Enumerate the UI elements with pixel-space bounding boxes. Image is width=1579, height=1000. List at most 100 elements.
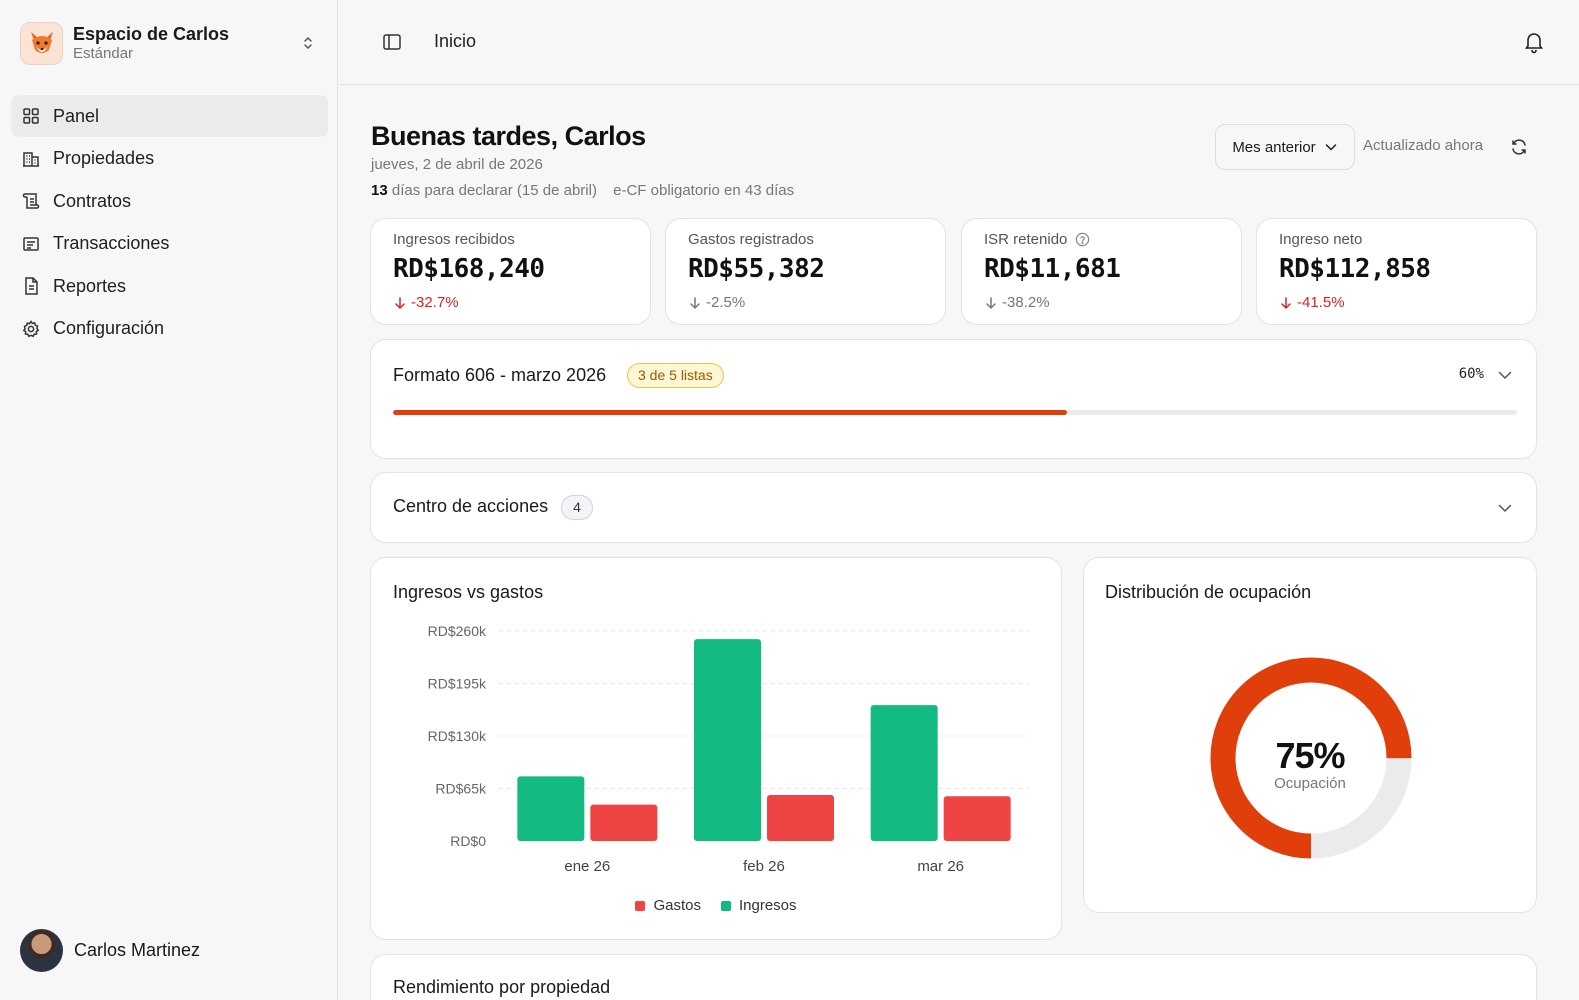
bar-chart: RD$0 RD$65k RD$130k RD$195k RD$260k ene 26 feb… [428,623,1029,875]
arrow-down-icon [690,296,700,309]
sidebar-item-configuracion[interactable]: Configuración [11,308,328,350]
bar-gastos[interactable] [943,796,1011,841]
x-tick-label: mar 26 [917,858,964,875]
chevron-down-icon[interactable] [1496,499,1514,517]
kpi-value: RD$55,382 [688,254,825,284]
kpi-delta: -2.5% [688,294,745,311]
y-tick-label: RD$65k [435,781,487,797]
y-tick-label: RD$130k [428,728,487,744]
kpi-label-text: Ingreso neto [1279,231,1363,248]
bar-gastos[interactable] [590,804,658,841]
y-tick-label: RD$0 [450,833,486,849]
file-icon [25,277,38,295]
sidebar-item-label: Propiedades [53,148,155,168]
sidebar-item-label: Contratos [53,190,132,211]
bar-ingresos[interactable] [870,705,938,841]
legend-item-ingresos[interactable]: Ingresos [720,897,797,914]
sidebar-item-panel[interactable]: Panel [11,95,328,137]
y-tick-label: RD$195k [428,676,487,692]
arrow-down-icon [986,296,996,309]
refresh-icon[interactable] [1509,137,1529,157]
bell-icon[interactable] [1522,30,1546,54]
donut-value: 75% [1275,735,1345,776]
sidebar-item-contratos[interactable]: Contratos [11,180,328,222]
updated-status: Actualizado ahora [1363,137,1484,154]
kpi-value: RD$112,858 [1279,254,1431,284]
workspace-name: Espacio de Carlos [73,24,230,44]
sidebar-nav: Panel Propiedades Contratos Transaccione… [11,95,328,350]
legend-swatch [635,900,646,911]
format-606-percent: 60% [1458,366,1484,382]
scroll-icon [22,193,40,209]
help-icon[interactable] [1075,232,1090,247]
progress-fill [393,410,1068,415]
user-menu[interactable]: Carlos Martinez [20,928,200,973]
action-center-card[interactable]: Centro de acciones 4 [370,472,1537,543]
legend-label: Gastos [653,897,701,914]
donut-label: Ocupación [1274,775,1346,792]
arrow-down-icon [395,296,405,309]
sidebar-toggle-icon[interactable] [381,31,403,53]
x-tick-label: feb 26 [743,858,785,875]
chart-legend: Gastos Ingresos [371,897,1061,914]
kpi-card-gastos: Gastos registrados RD$55,382 -2.5% [665,218,946,325]
building-icon [23,151,39,167]
chart-title: Ingresos vs gastos [393,582,544,602]
status-badge: 3 de 5 listas [627,363,724,388]
kpi-card-isr: ISR retenido RD$11,681 -38.2% [961,218,1242,325]
ecf-notice: e-CF obligatorio en 43 días [613,182,795,199]
kpi-label: Ingreso neto [1279,231,1362,248]
kpi-value: RD$11,681 [984,254,1121,284]
legend-label: Ingresos [738,897,797,914]
sidebar-item-label: Panel [53,105,100,126]
bar-ingresos[interactable] [517,776,585,841]
legend-item-gastos[interactable]: Gastos [635,897,701,914]
kpi-label-text: Ingresos recibidos [393,231,515,248]
kpi-delta-value: -32.7% [411,294,459,311]
grid-icon [23,108,39,124]
occupancy-card: Distribución de ocupación 75% Ocupación [1083,557,1537,913]
performance-title: Rendimiento por propiedad [393,977,611,997]
kpi-label-text: Gastos registrados [688,231,814,248]
breadcrumb[interactable]: Inicio [434,31,477,51]
bar-gastos[interactable] [767,794,834,841]
current-date: jueves, 2 de abril de 2026 [371,156,543,173]
period-select-label: Mes anterior [1232,138,1316,156]
kpi-delta-value: -2.5% [706,294,746,311]
kpi-delta: -38.2% [984,294,1050,311]
deadline-text: días para declarar (15 de abril) [391,182,597,199]
receipt-icon [23,236,39,251]
y-tick-label: RD$260k [428,623,487,639]
kpi-delta: -32.7% [393,294,459,311]
kpi-label-text: ISR retenido [984,231,1068,248]
period-select[interactable]: Mes anterior [1215,124,1355,170]
donut-slice-occupied[interactable] [1210,657,1412,859]
workspace-plan: Estándar [73,45,134,62]
performance-card: Rendimiento por propiedad [370,954,1537,1000]
chevrons-up-down-icon[interactable] [296,31,320,55]
sidebar-item-label: Configuración [53,318,165,338]
format-606-card[interactable]: Formato 606 - marzo 2026 3 de 5 listas 6… [370,339,1537,459]
bar-ingresos[interactable] [694,639,761,841]
chevron-down-icon [1325,144,1336,151]
kpi-delta: -41.5% [1279,294,1345,311]
arrow-down-icon [1281,296,1291,309]
workspace-switcher[interactable]: Espacio de Carlos Estándar [20,20,320,66]
donut-center: 75% Ocupación [1084,735,1536,792]
legend-swatch [720,900,731,911]
kpi-label: Gastos registrados [688,231,814,248]
user-name: Carlos Martinez [74,940,201,960]
page-title: Buenas tardes, Carlos [371,121,646,151]
income-vs-expenses-card: Ingresos vs gastos RD$0 RD$65k RD$130k RD$1… [370,557,1062,940]
chart-title: Distribución de ocupación [1105,582,1312,602]
sidebar-item-propiedades[interactable]: Propiedades [11,138,328,180]
sidebar-item-label: Transacciones [53,233,170,253]
sidebar: Espacio de Carlos Estándar Panel Propied… [0,0,338,1000]
sidebar-item-transacciones[interactable]: Transacciones [11,223,328,265]
deadline-days: 13 [371,182,388,199]
fox-logo-icon [20,21,63,65]
chevron-down-icon[interactable] [1496,366,1514,384]
deadline-info: 13 días para declarar (15 de abril) e-CF… [371,182,794,199]
sidebar-item-reportes[interactable]: Reportes [11,265,328,307]
x-tick-label: ene 26 [564,858,610,875]
